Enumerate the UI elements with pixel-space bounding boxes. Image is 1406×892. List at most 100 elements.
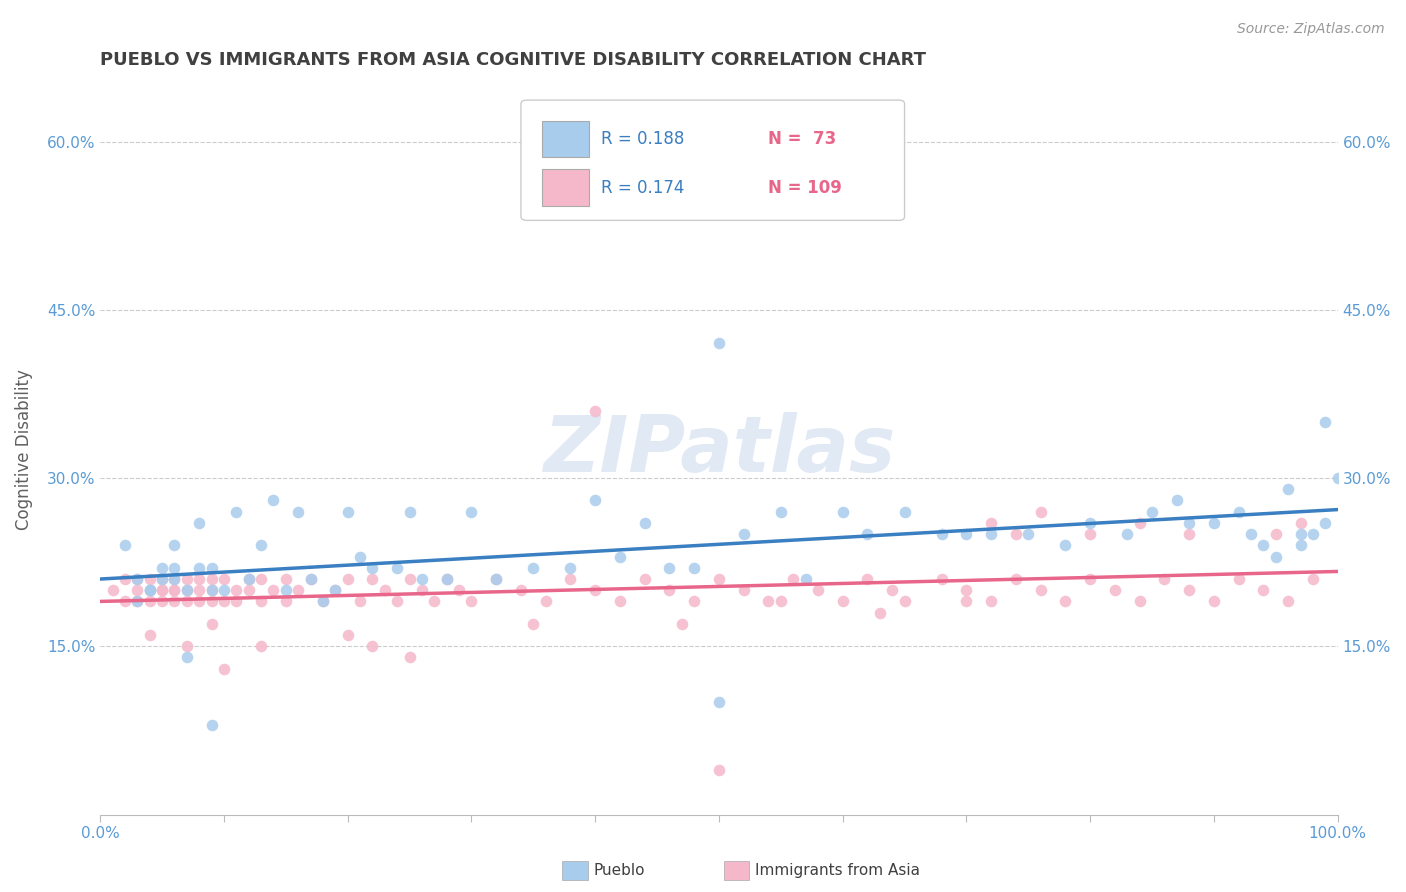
- FancyBboxPatch shape: [541, 169, 589, 206]
- Point: [769, 594, 792, 608]
- Text: R = 0.174: R = 0.174: [602, 178, 685, 196]
- Text: Pueblo: Pueblo: [593, 863, 645, 878]
- Point: [658, 561, 681, 575]
- Point: [1302, 572, 1324, 586]
- Point: [1178, 583, 1201, 598]
- Point: [139, 594, 162, 608]
- Point: [980, 594, 1002, 608]
- Point: [931, 527, 953, 541]
- Point: [250, 538, 273, 552]
- Point: [250, 594, 273, 608]
- Point: [1078, 516, 1101, 530]
- Point: [707, 572, 730, 586]
- Point: [658, 583, 681, 598]
- Point: [1302, 527, 1324, 541]
- Point: [1289, 527, 1312, 541]
- Point: [893, 505, 915, 519]
- Point: [150, 572, 173, 586]
- Point: [201, 718, 224, 732]
- Point: [436, 572, 458, 586]
- Point: [139, 628, 162, 642]
- Point: [139, 583, 162, 598]
- Point: [176, 594, 198, 608]
- Point: [374, 583, 396, 598]
- Point: [1253, 538, 1275, 552]
- Point: [212, 583, 235, 598]
- Point: [522, 616, 544, 631]
- Point: [349, 549, 371, 564]
- Point: [733, 583, 755, 598]
- Point: [150, 572, 173, 586]
- Point: [980, 527, 1002, 541]
- Point: [212, 594, 235, 608]
- Point: [188, 594, 211, 608]
- Point: [163, 594, 186, 608]
- Point: [856, 572, 879, 586]
- Point: [225, 594, 247, 608]
- Point: [707, 695, 730, 709]
- Point: [201, 561, 224, 575]
- Point: [274, 583, 297, 598]
- Point: [609, 594, 631, 608]
- Point: [522, 561, 544, 575]
- Point: [299, 572, 322, 586]
- Point: [1054, 594, 1077, 608]
- Point: [831, 505, 853, 519]
- Point: [683, 561, 706, 575]
- Point: [398, 572, 420, 586]
- Point: [238, 572, 260, 586]
- Point: [398, 505, 420, 519]
- Point: [634, 572, 657, 586]
- Point: [325, 583, 347, 598]
- Point: [423, 594, 446, 608]
- Point: [1054, 538, 1077, 552]
- Point: [1264, 527, 1286, 541]
- Point: [560, 561, 582, 575]
- Point: [238, 572, 260, 586]
- Point: [287, 583, 309, 598]
- Point: [150, 583, 173, 598]
- Point: [287, 505, 309, 519]
- Point: [387, 561, 409, 575]
- Point: [1140, 505, 1163, 519]
- Point: [485, 572, 508, 586]
- Point: [671, 616, 693, 631]
- Point: [1315, 415, 1337, 429]
- Point: [794, 572, 817, 586]
- Point: [1078, 572, 1101, 586]
- Point: [583, 403, 606, 417]
- Point: [127, 572, 149, 586]
- Point: [831, 594, 853, 608]
- Point: [101, 583, 124, 598]
- Point: [225, 583, 247, 598]
- Point: [163, 583, 186, 598]
- Point: [150, 583, 173, 598]
- Point: [127, 583, 149, 598]
- Point: [361, 640, 384, 654]
- Point: [176, 640, 198, 654]
- Y-axis label: Cognitive Disability: Cognitive Disability: [15, 369, 32, 531]
- Point: [1202, 516, 1225, 530]
- Point: [869, 606, 891, 620]
- Text: N =  73: N = 73: [769, 129, 837, 148]
- Point: [361, 561, 384, 575]
- Point: [212, 572, 235, 586]
- Point: [1104, 583, 1126, 598]
- Point: [1326, 471, 1348, 485]
- Point: [1005, 572, 1028, 586]
- Point: [312, 594, 335, 608]
- Point: [485, 572, 508, 586]
- Point: [176, 572, 198, 586]
- Point: [139, 583, 162, 598]
- Point: [1289, 538, 1312, 552]
- Point: [163, 561, 186, 575]
- Point: [1178, 516, 1201, 530]
- Point: [1277, 483, 1299, 497]
- Point: [188, 516, 211, 530]
- Point: [955, 583, 977, 598]
- Point: [1129, 594, 1152, 608]
- FancyBboxPatch shape: [541, 120, 589, 157]
- Point: [398, 650, 420, 665]
- Point: [411, 572, 433, 586]
- Point: [188, 583, 211, 598]
